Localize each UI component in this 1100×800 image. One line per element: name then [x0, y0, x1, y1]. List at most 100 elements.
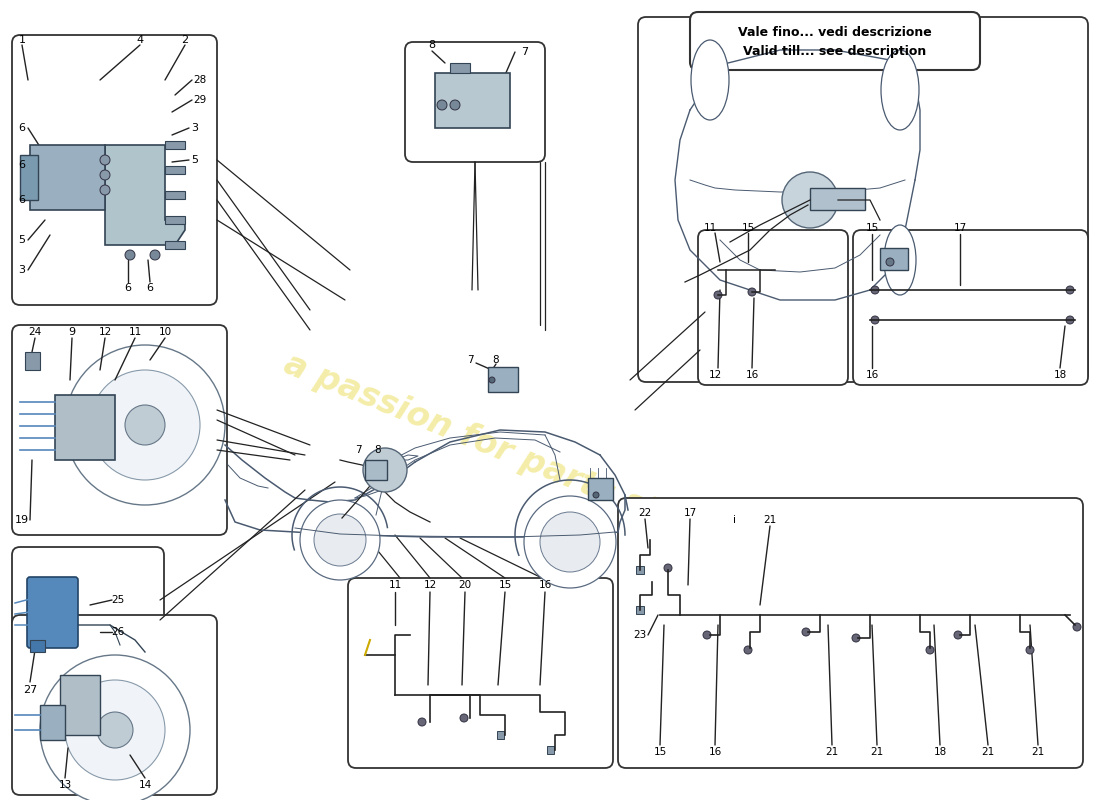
Bar: [25, 352, 40, 370]
Text: 24: 24: [29, 327, 42, 337]
Bar: [165, 141, 185, 149]
Ellipse shape: [884, 225, 916, 295]
Text: 7: 7: [466, 355, 473, 365]
Text: 15: 15: [653, 747, 667, 757]
Circle shape: [40, 655, 190, 800]
Text: 21: 21: [825, 747, 838, 757]
Text: i: i: [734, 515, 737, 525]
Text: 7: 7: [521, 47, 529, 57]
Text: 8: 8: [428, 40, 436, 50]
FancyBboxPatch shape: [28, 577, 78, 648]
Text: 16: 16: [746, 370, 759, 380]
Circle shape: [450, 100, 460, 110]
Circle shape: [871, 316, 879, 324]
Circle shape: [418, 718, 426, 726]
Circle shape: [744, 646, 752, 654]
Text: 18: 18: [934, 747, 947, 757]
Bar: [488, 367, 518, 392]
Text: 12: 12: [98, 327, 111, 337]
Text: 11: 11: [129, 327, 142, 337]
FancyBboxPatch shape: [638, 17, 1088, 382]
Text: 4: 4: [136, 35, 144, 45]
Text: 8: 8: [375, 445, 382, 455]
Circle shape: [593, 492, 600, 498]
FancyBboxPatch shape: [618, 498, 1084, 768]
Text: Valid till... see description: Valid till... see description: [744, 46, 926, 58]
Bar: [365, 460, 387, 480]
Ellipse shape: [691, 40, 729, 120]
Text: 11: 11: [703, 223, 716, 233]
Text: 23: 23: [634, 630, 647, 640]
Circle shape: [97, 712, 133, 748]
Text: 15: 15: [741, 223, 755, 233]
Circle shape: [363, 448, 407, 492]
Bar: [636, 606, 644, 614]
Text: 16: 16: [708, 747, 722, 757]
Text: 18: 18: [1054, 370, 1067, 380]
FancyBboxPatch shape: [852, 230, 1088, 385]
Bar: [30, 145, 105, 210]
Circle shape: [871, 286, 879, 294]
Text: 5: 5: [19, 235, 25, 245]
Text: 10: 10: [158, 327, 172, 337]
Bar: [55, 395, 116, 460]
Text: 16: 16: [538, 580, 551, 590]
Bar: [450, 63, 470, 73]
Bar: [810, 188, 865, 210]
Text: 9: 9: [68, 327, 76, 337]
Text: 12: 12: [424, 580, 437, 590]
Bar: [40, 705, 65, 740]
Text: 6: 6: [19, 195, 25, 205]
Circle shape: [100, 170, 110, 180]
FancyBboxPatch shape: [12, 615, 217, 795]
Bar: [165, 191, 185, 199]
Circle shape: [460, 714, 467, 722]
Circle shape: [65, 345, 226, 505]
Circle shape: [150, 250, 160, 260]
Circle shape: [490, 377, 495, 383]
Circle shape: [100, 185, 110, 195]
Polygon shape: [104, 145, 185, 245]
Text: 26: 26: [111, 627, 124, 637]
Circle shape: [703, 631, 711, 639]
Bar: [20, 155, 38, 200]
Circle shape: [852, 634, 860, 642]
Text: 21: 21: [981, 747, 994, 757]
FancyBboxPatch shape: [405, 42, 544, 162]
Text: 13: 13: [58, 780, 72, 790]
Text: 1: 1: [19, 35, 25, 45]
Bar: [30, 640, 45, 652]
Bar: [636, 566, 644, 574]
Text: 6: 6: [19, 160, 25, 170]
Bar: [496, 731, 504, 739]
Text: 20: 20: [459, 580, 472, 590]
Circle shape: [748, 288, 756, 296]
Text: a passion for parts store: a passion for parts store: [278, 348, 722, 552]
Text: 22: 22: [638, 508, 651, 518]
Text: 25: 25: [111, 595, 124, 605]
FancyBboxPatch shape: [12, 325, 227, 535]
Text: 15: 15: [498, 580, 512, 590]
Text: 7: 7: [354, 445, 361, 455]
Text: 29: 29: [194, 95, 207, 105]
Circle shape: [886, 258, 894, 266]
Text: 6: 6: [146, 283, 154, 293]
Circle shape: [1066, 316, 1074, 324]
Text: Vale fino... vedi descrizione: Vale fino... vedi descrizione: [738, 26, 932, 38]
FancyBboxPatch shape: [348, 578, 613, 768]
Text: 8: 8: [493, 355, 499, 365]
Circle shape: [524, 496, 616, 588]
Text: 3: 3: [191, 123, 198, 133]
Circle shape: [1026, 646, 1034, 654]
Circle shape: [926, 646, 934, 654]
Text: 21: 21: [870, 747, 883, 757]
Bar: [165, 166, 185, 174]
Text: 11: 11: [388, 580, 401, 590]
Circle shape: [125, 405, 165, 445]
Text: 16: 16: [866, 370, 879, 380]
Text: 5: 5: [191, 155, 198, 165]
Text: 6: 6: [124, 283, 132, 293]
Circle shape: [437, 100, 447, 110]
Bar: [60, 675, 100, 735]
Circle shape: [782, 172, 838, 228]
